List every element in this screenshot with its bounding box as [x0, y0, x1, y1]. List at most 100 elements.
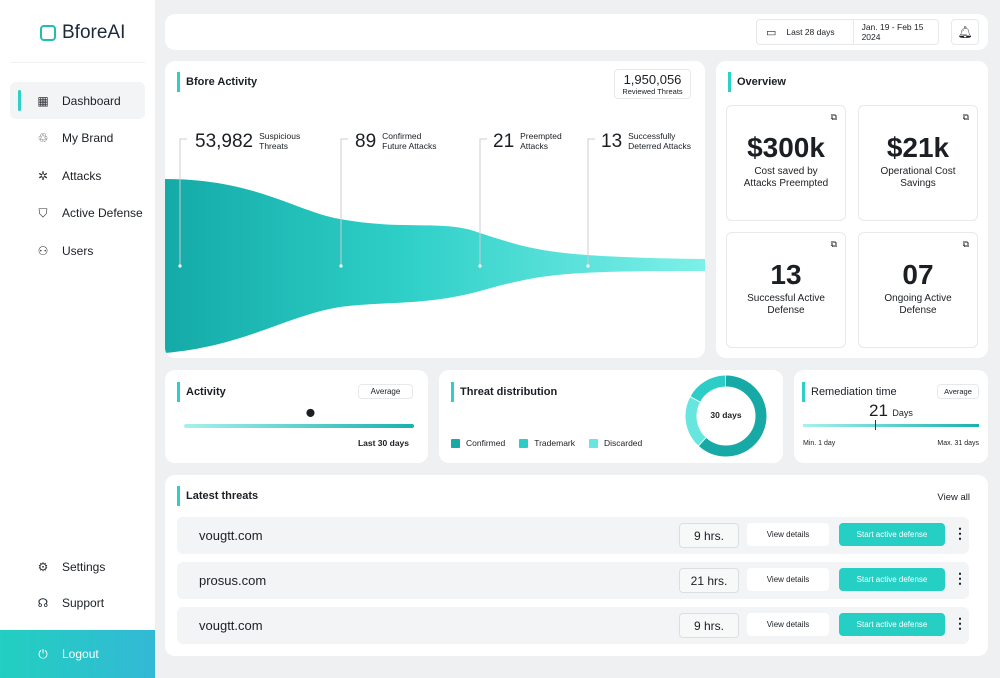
label: Settings	[62, 559, 106, 574]
remediation-slider[interactable]	[803, 424, 979, 427]
label: Logout	[62, 647, 99, 661]
label: Preempted	[520, 131, 562, 141]
label: Confirmed	[382, 131, 422, 141]
reviewed-threats: 1,950,056 Reviewed Threats	[614, 69, 691, 99]
sidebar-item-dashboard[interactable]: ▦ Dashboard	[10, 82, 145, 119]
desc: Ongoing Active Defense	[884, 293, 952, 316]
calendar-icon: ▭	[766, 26, 777, 39]
activity-card: Activity Average ⬤ Last 30 days	[165, 370, 428, 463]
bell-icon[interactable]: 🔔︎	[951, 19, 979, 45]
stat-confirmed: 89 Confirmed Future Attacks	[355, 131, 436, 153]
external-link-icon[interactable]: ⧉	[962, 112, 969, 122]
sidebar-item-attacks[interactable]: ✲ Attacks	[10, 157, 145, 194]
value: 21	[869, 401, 888, 420]
view-all-link[interactable]: View all	[937, 492, 970, 503]
label: Attacks	[520, 141, 549, 151]
legend-trademark: Trademark	[519, 438, 575, 448]
label: Discarded	[604, 438, 643, 448]
label: Trademark	[534, 438, 575, 448]
view-details-button[interactable]: View details	[747, 613, 829, 636]
activity-slider[interactable]	[184, 424, 414, 428]
divider	[10, 62, 145, 63]
donut-center-label: 30 days	[710, 410, 742, 420]
bug-icon: ✲	[37, 168, 49, 183]
logo: BforeAI	[40, 22, 125, 44]
threat-distribution-card: Threat distribution Confirmed Trademark …	[439, 370, 783, 463]
value: 07	[902, 259, 934, 290]
overview-tile[interactable]: ⧉ 07 Ongoing Active Defense	[858, 232, 978, 348]
more-vertical-icon[interactable]: ⋮	[953, 570, 967, 586]
date-range-picker[interactable]: ▭ Last 28 days Jan. 19 - Feb 15 2024	[756, 19, 939, 45]
sidebar-item-settings[interactable]: ⚙ Settings	[10, 548, 145, 585]
range-label: Last 28 days	[786, 27, 835, 37]
label: Confirmed	[466, 438, 506, 448]
view-details-button[interactable]: View details	[747, 568, 829, 591]
slider-marker	[875, 420, 876, 430]
card-title: Remediation time	[802, 382, 897, 402]
users-icon: ⚇	[37, 243, 49, 258]
brand-name: BforeAI	[62, 22, 126, 43]
grid-icon: ▦	[37, 93, 49, 108]
stat-preempted: 21 Preempted Attacks	[493, 131, 562, 153]
legend-confirmed: Confirmed	[451, 438, 505, 448]
bfore-activity-card: Bfore Activity 1,950,056 Reviewed Threat…	[165, 61, 705, 358]
reviewed-label: Reviewed Threats	[622, 87, 683, 96]
donut-slice-discarded	[685, 375, 767, 457]
threat-row: vougtt.com 9 hrs. View details Start active…	[177, 517, 969, 554]
domain: vougtt.com	[199, 618, 263, 633]
gear-icon: ⚙	[37, 559, 49, 574]
label: Suspicious	[259, 131, 301, 141]
label: Users	[62, 243, 94, 258]
external-link-icon[interactable]: ⧉	[830, 239, 837, 249]
card-title: Latest threats	[177, 486, 258, 506]
dates-label: Jan. 19 - Feb 15 2024	[861, 22, 924, 42]
sidebar-item-active-defense[interactable]: ⛉ Active Defense	[10, 194, 145, 231]
stat-suspicious: 53,982 Suspicious Threats	[195, 131, 300, 153]
more-vertical-icon[interactable]: ⋮	[953, 525, 967, 541]
funnel-shape	[165, 179, 705, 353]
value: 89	[355, 131, 377, 152]
headset-icon: ☊	[37, 595, 49, 610]
label: Dashboard	[62, 93, 121, 108]
average-select[interactable]: Average	[937, 384, 979, 399]
logo-icon	[40, 25, 56, 41]
external-link-icon[interactable]: ⧉	[962, 239, 969, 249]
label: Support	[62, 595, 105, 610]
overview-tile[interactable]: ⧉ $300k Cost saved by Attacks Preempted	[726, 105, 846, 221]
sidebar-item-users[interactable]: ⚇ Users	[10, 232, 145, 269]
swatch	[451, 438, 460, 448]
time-badge: 9 hrs.	[679, 613, 739, 638]
card-title: Activity	[177, 382, 226, 402]
min-label: Min. 1 day	[803, 440, 836, 447]
label: Threats	[259, 141, 288, 151]
domain: vougtt.com	[199, 528, 263, 543]
caption: Last 30 days	[357, 438, 409, 448]
sidebar-item-support[interactable]: ☊ Support	[10, 584, 145, 621]
sidebar-item-my-brand[interactable]: ♲ My Brand	[10, 119, 145, 156]
value: 13	[770, 259, 802, 290]
start-active-defense-button[interactable]: Start active defense	[839, 523, 945, 546]
logout-button[interactable]: ⏻ Logout	[0, 630, 155, 678]
desc: Cost saved by Attacks Preempted	[743, 166, 829, 189]
reviewed-count: 1,950,056	[623, 72, 682, 87]
swatch	[589, 438, 598, 448]
card-title: Overview	[728, 72, 786, 92]
average-select[interactable]: Average	[358, 384, 413, 399]
location-pin-icon[interactable]: ⬤	[306, 408, 315, 417]
max-label: Max. 31 days	[937, 440, 979, 447]
overview-tile[interactable]: ⧉ 13 Successful Active Defense	[726, 232, 846, 348]
start-active-defense-button[interactable]: Start active defense	[839, 613, 945, 636]
time-badge: 9 hrs.	[679, 523, 739, 548]
desc: Operational Cost Savings	[880, 166, 956, 189]
value: $21k	[886, 132, 950, 163]
external-link-icon[interactable]: ⧉	[830, 112, 837, 122]
remediation-card: Remediation time Average 21 Days Min. 1 …	[794, 370, 988, 463]
overview-tile[interactable]: ⧉ $21k Operational Cost Savings	[858, 105, 978, 221]
donut-chart	[685, 375, 767, 457]
more-vertical-icon[interactable]: ⋮	[953, 615, 967, 631]
view-details-button[interactable]: View details	[747, 523, 829, 546]
donut-slice-confirmed	[685, 375, 767, 457]
time-badge: 21 hrs.	[679, 568, 739, 593]
power-icon: ⏻	[38, 647, 48, 661]
start-active-defense-button[interactable]: Start active defense	[839, 568, 945, 591]
